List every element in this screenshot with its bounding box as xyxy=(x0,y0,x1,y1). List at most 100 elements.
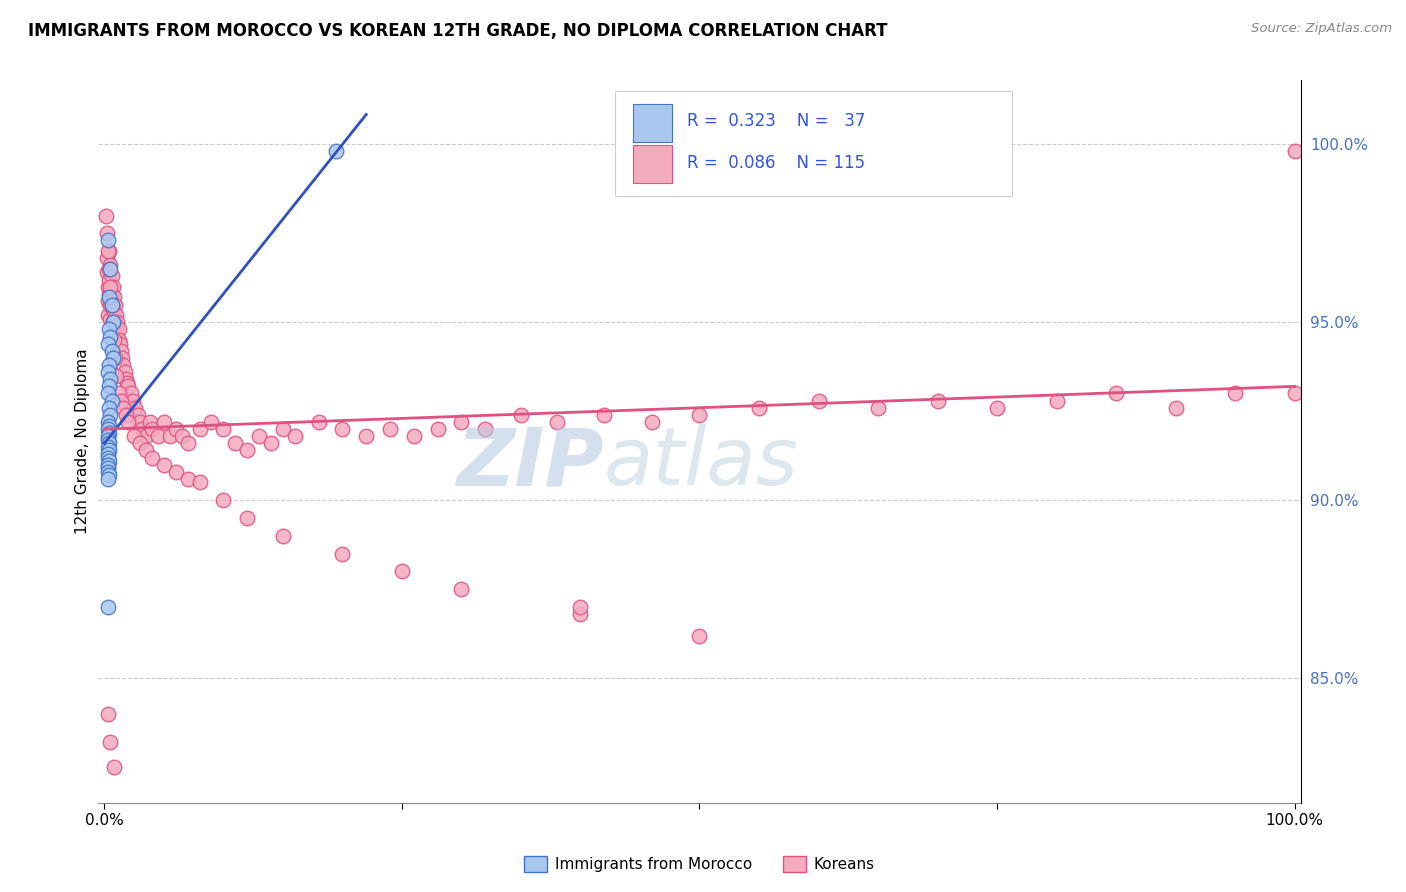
Point xyxy=(247,429,270,443)
Point xyxy=(127,408,149,422)
Point xyxy=(426,422,449,436)
Point xyxy=(98,468,121,483)
Point xyxy=(402,429,425,443)
Point xyxy=(97,279,120,293)
Point xyxy=(98,408,121,422)
Point xyxy=(110,393,132,408)
Point xyxy=(689,408,711,422)
Point xyxy=(510,408,533,422)
Point xyxy=(103,304,125,318)
Point xyxy=(1164,401,1187,415)
Point xyxy=(188,475,211,490)
Point xyxy=(1105,386,1128,401)
Point xyxy=(98,329,121,343)
Point xyxy=(107,333,129,347)
Point xyxy=(153,415,176,429)
Point xyxy=(117,379,139,393)
Point xyxy=(569,607,592,622)
Point xyxy=(97,465,120,479)
Point xyxy=(98,401,121,415)
Point xyxy=(104,351,127,365)
Point xyxy=(103,333,125,347)
Point xyxy=(97,433,120,447)
Point xyxy=(176,436,198,450)
Point xyxy=(98,290,121,304)
Point xyxy=(1045,393,1067,408)
Point xyxy=(105,322,128,336)
Point xyxy=(100,297,122,311)
Point xyxy=(100,268,122,283)
Point xyxy=(593,408,616,422)
Point xyxy=(98,297,121,311)
Text: R =  0.323    N =   37: R = 0.323 N = 37 xyxy=(688,112,866,130)
Point xyxy=(98,258,121,272)
Point xyxy=(114,365,136,379)
Point xyxy=(131,422,153,436)
Point xyxy=(94,209,117,223)
Point xyxy=(97,472,120,486)
Point xyxy=(122,429,145,443)
FancyBboxPatch shape xyxy=(633,145,672,183)
Point xyxy=(98,261,121,276)
Point xyxy=(236,511,259,525)
Point xyxy=(450,582,472,597)
Point xyxy=(98,436,121,450)
Point xyxy=(153,458,176,472)
Point xyxy=(271,422,294,436)
Point xyxy=(97,706,120,721)
Point xyxy=(98,454,121,468)
Point xyxy=(141,450,163,465)
Point xyxy=(124,401,146,415)
Point xyxy=(103,760,125,774)
Point xyxy=(165,465,187,479)
Point xyxy=(212,493,235,508)
Point xyxy=(97,447,120,461)
Point xyxy=(110,343,132,358)
Point xyxy=(112,401,135,415)
Point xyxy=(107,386,129,401)
Point xyxy=(98,358,121,372)
Point xyxy=(354,429,377,443)
Point xyxy=(474,422,496,436)
Point xyxy=(1284,145,1306,159)
Point xyxy=(101,315,124,329)
Point xyxy=(866,401,889,415)
Point xyxy=(260,436,283,450)
Point xyxy=(104,315,127,329)
Point xyxy=(176,472,198,486)
Point xyxy=(98,244,121,259)
Point xyxy=(97,386,120,401)
Point xyxy=(141,422,163,436)
Point xyxy=(641,415,664,429)
Point xyxy=(115,376,138,390)
Point xyxy=(146,429,169,443)
Point xyxy=(271,529,294,543)
Point xyxy=(114,372,136,386)
Point xyxy=(111,351,134,365)
Point xyxy=(98,443,121,458)
Text: R =  0.086    N = 115: R = 0.086 N = 115 xyxy=(688,154,866,172)
Point xyxy=(104,297,127,311)
Point xyxy=(114,408,136,422)
Point xyxy=(98,735,121,749)
Point xyxy=(927,393,949,408)
Point xyxy=(1284,386,1306,401)
Point xyxy=(97,458,120,472)
Point xyxy=(97,429,120,443)
Text: ZIP: ZIP xyxy=(456,425,603,502)
Point xyxy=(748,401,770,415)
Point xyxy=(97,308,120,322)
Point xyxy=(101,351,124,365)
Point xyxy=(325,145,347,159)
Text: atlas: atlas xyxy=(603,425,799,502)
Point xyxy=(159,429,181,443)
Point xyxy=(135,443,157,458)
Point xyxy=(96,252,118,266)
Point xyxy=(107,322,129,336)
Point xyxy=(308,415,330,429)
Point xyxy=(101,279,124,293)
Point xyxy=(97,336,120,351)
Point xyxy=(96,227,118,241)
Point xyxy=(97,422,120,436)
Point xyxy=(105,368,128,383)
